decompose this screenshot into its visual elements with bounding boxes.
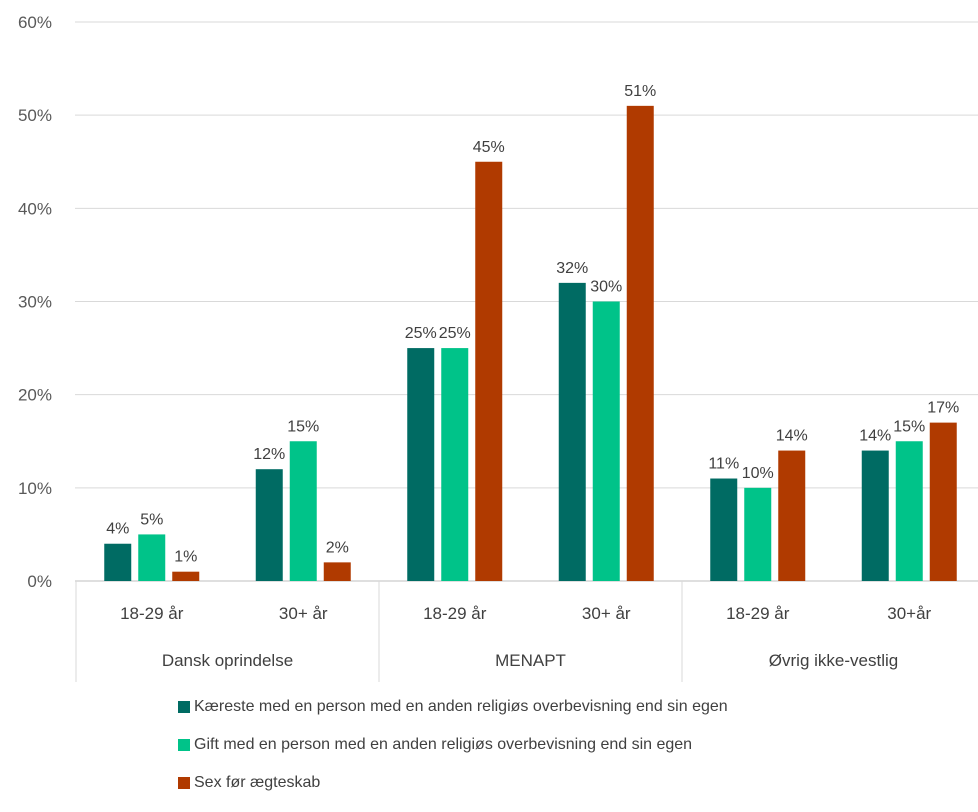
bar [558, 282, 586, 581]
data-label: 32% [556, 260, 588, 277]
legend-swatch-series-1 [178, 701, 190, 713]
x-axis: 18-29 år 30+ år Dansk oprindelse 18-29 år 30… [75, 581, 932, 682]
x-group-label: Dansk oprindelse [162, 651, 293, 670]
data-label: 17% [927, 400, 959, 417]
x-category-label: 30+år [887, 604, 931, 623]
legend: Kæreste med en person med en anden relig… [178, 698, 728, 812]
legend-label-series-3: Sex før ægteskab [194, 774, 321, 791]
bar [255, 469, 283, 581]
data-label: 4% [106, 521, 129, 538]
y-tick-label: 20% [18, 386, 52, 405]
data-label: 12% [253, 446, 285, 463]
data-label: 10% [742, 465, 774, 482]
x-group-label: Øvrig ikke-vestlig [769, 651, 898, 670]
data-label: 25% [405, 325, 437, 342]
data-label: 2% [326, 539, 349, 556]
x-category-label: 18-29 år [726, 604, 790, 623]
legend-swatch-series-2 [178, 739, 190, 751]
data-label: 51% [624, 83, 656, 100]
data-label: 11% [708, 456, 739, 473]
y-tick-label: 40% [18, 199, 52, 218]
bar [138, 534, 166, 581]
bar [441, 348, 469, 581]
data-label: 1% [174, 549, 197, 566]
bar [744, 487, 772, 581]
y-tick-label: 50% [18, 106, 52, 125]
y-tick-label: 30% [18, 293, 52, 312]
gridlines [75, 21, 978, 582]
bar [778, 450, 806, 581]
legend-label-series-2: Gift med en person med en anden religiøs… [194, 736, 693, 753]
data-label: 15% [287, 418, 319, 435]
bars [104, 105, 957, 581]
data-labels: 4% 12% 25% 32% 11% 14% 5% 15% 25% 30% 10% 15% 1% 2% 45… [106, 83, 959, 566]
bar [929, 422, 957, 581]
legend-label-series-1: Kæreste med en person med en anden relig… [194, 698, 728, 715]
x-category-label: 18-29 år [423, 604, 487, 623]
bar [895, 441, 923, 581]
bar [407, 348, 435, 581]
data-label: 15% [893, 418, 925, 435]
bar [592, 301, 620, 581]
bar [710, 478, 738, 581]
legend-item-series-1: Kæreste med en person med en anden relig… [178, 698, 728, 716]
data-label: 14% [776, 428, 808, 445]
bar [172, 571, 200, 581]
legend-item-series-3: Sex før ægteskab [178, 774, 728, 792]
legend-item-series-2: Gift med en person med en anden religiøs… [178, 736, 728, 754]
x-category-label: 30+ år [582, 604, 631, 623]
data-label: 14% [859, 428, 891, 445]
x-group-label: MENAPT [495, 651, 566, 670]
bar [861, 450, 889, 581]
x-category-label: 18-29 år [120, 604, 184, 623]
data-label: 30% [590, 279, 622, 296]
y-axis-tick-labels: 0% 10% 20% 30% 40% 50% 60% [18, 13, 52, 591]
bar [289, 441, 317, 581]
data-label: 25% [439, 325, 471, 342]
bar [626, 105, 654, 581]
y-tick-label: 0% [27, 572, 52, 591]
data-label: 45% [473, 139, 505, 156]
bar-chart: 0% 10% 20% 30% 40% 50% 60% 4% 12% 25% 32% 11% 14% 5%… [18, 13, 978, 682]
y-tick-label: 60% [18, 13, 52, 32]
bar [104, 543, 132, 581]
x-category-label: 30+ år [279, 604, 328, 623]
legend-swatch-series-3 [178, 777, 190, 789]
data-label: 5% [140, 511, 163, 528]
bar [323, 562, 351, 581]
y-tick-label: 10% [18, 479, 52, 498]
bar [475, 161, 503, 581]
